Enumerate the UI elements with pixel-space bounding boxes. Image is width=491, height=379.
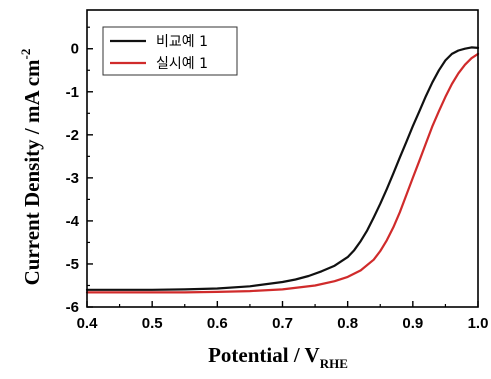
y-tick-label: 0 (71, 41, 79, 58)
legend-label-series-2: 실시예 1 (156, 56, 208, 72)
y-axis-title-main: Current Density / mA cm (20, 59, 44, 285)
plot-marks (85, 46, 480, 294)
y-tick-label: -3 (66, 170, 79, 187)
x-tick-label: 0.7 (272, 315, 293, 332)
x-tick-label: 0.5 (142, 315, 163, 332)
x-tick-label: 1.0 (468, 315, 489, 332)
x-tick-label: 0.8 (337, 315, 358, 332)
y-tick-label: -5 (66, 256, 79, 273)
x-tick-label: 0.6 (207, 315, 228, 332)
y-tick-label: -6 (66, 299, 79, 316)
series-line-2 (85, 52, 480, 294)
x-axis-ticks: 0.4 0.5 0.6 0.7 0.8 0.9 1.0 (77, 301, 489, 332)
y-axis-title-superscript: -2 (18, 49, 33, 60)
y-tick-label: -2 (66, 127, 79, 144)
x-tick-label: 0.9 (402, 315, 423, 332)
x-axis-title: Potential / VRHE (208, 343, 348, 371)
legend-label-series-1: 비교예 1 (156, 34, 208, 50)
y-axis-ticks: 0 -1 -2 -3 -4 -5 -6 (66, 26, 93, 316)
legend-box (102, 26, 238, 76)
x-axis-title-subscript: RHE (320, 356, 348, 371)
y-tick-label: -4 (66, 213, 80, 230)
series-line-1 (85, 46, 480, 291)
legend: 비교예 1 실시예 1 (102, 26, 238, 76)
y-axis-title: Current Density / mA cm-2 (18, 49, 44, 286)
x-axis-title-main: Potential / V (208, 343, 320, 367)
y-tick-label: -1 (66, 84, 79, 101)
x-tick-label: 0.4 (77, 315, 99, 332)
